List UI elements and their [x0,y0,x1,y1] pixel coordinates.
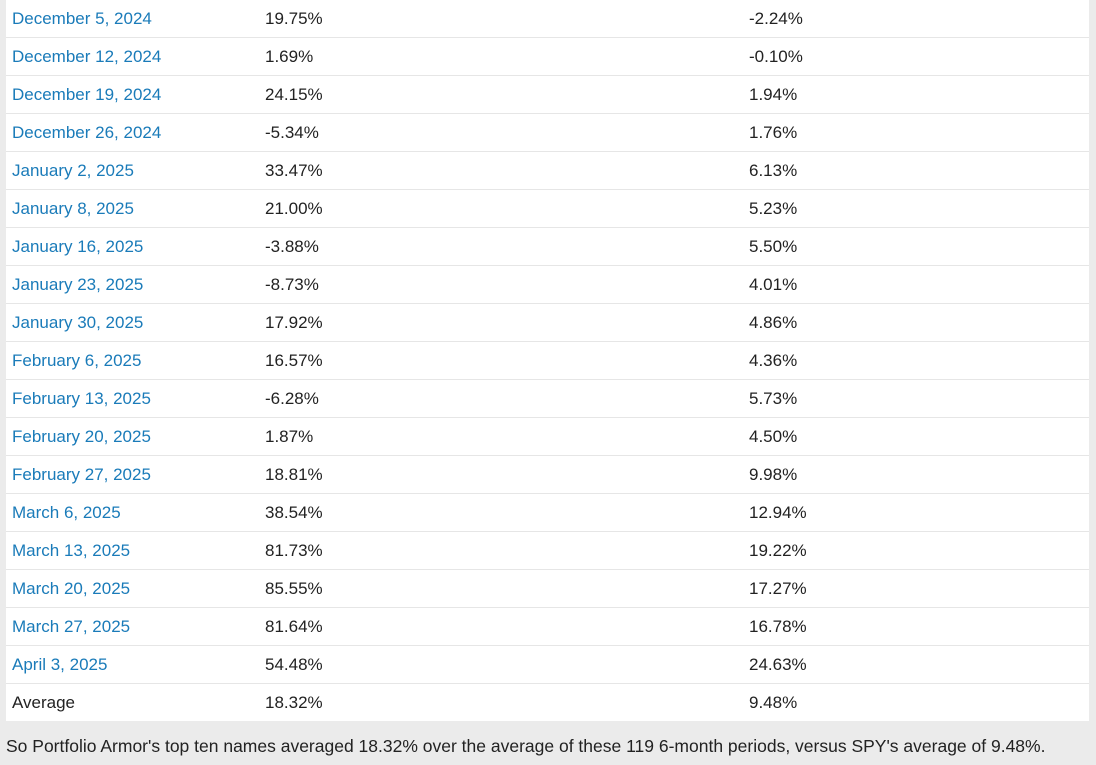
portfolio-return-cell: 16.57% [259,341,743,380]
table-row: March 13, 2025 81.73% 19.22% [6,531,1089,570]
spy-return-cell: 1.94% [743,75,1089,114]
table-row: April 3, 2025 54.48% 24.63% [6,645,1089,684]
table-row: February 20, 2025 1.87% 4.50% [6,417,1089,456]
date-cell: January 16, 2025 [6,227,259,266]
table-row: December 12, 2024 1.69% -0.10% [6,37,1089,76]
spy-return-cell: 12.94% [743,493,1089,532]
date-cell: January 8, 2025 [6,189,259,228]
date-cell: February 6, 2025 [6,341,259,380]
date-cell: February 13, 2025 [6,379,259,418]
date-cell: January 2, 2025 [6,151,259,190]
table-row: March 27, 2025 81.64% 16.78% [6,607,1089,646]
date-cell: March 13, 2025 [6,531,259,570]
date-cell: February 20, 2025 [6,417,259,456]
portfolio-return-cell: 54.48% [259,645,743,684]
date-link[interactable]: April 3, 2025 [12,654,108,674]
average-label: Average [12,692,76,712]
portfolio-return-cell: 33.47% [259,151,743,190]
spy-return-cell: 1.76% [743,113,1089,152]
spy-return-cell: 16.78% [743,607,1089,646]
date-cell: December 19, 2024 [6,75,259,114]
spy-return-cell: 9.98% [743,455,1089,494]
date-link[interactable]: February 20, 2025 [12,426,151,446]
portfolio-return-cell: 24.15% [259,75,743,114]
portfolio-return-cell: -5.34% [259,113,743,152]
returns-table: December 5, 2024 19.75% -2.24% December 12,… [6,0,1089,721]
date-link[interactable]: December 19, 2024 [12,84,162,104]
table-row: March 20, 2025 85.55% 17.27% [6,569,1089,608]
portfolio-return-cell: -3.88% [259,227,743,266]
date-cell: January 30, 2025 [6,303,259,342]
spy-return-cell: 4.36% [743,341,1089,380]
spy-return-cell: -2.24% [743,0,1089,38]
portfolio-return-cell: 1.87% [259,417,743,456]
table-row: January 23, 2025 -8.73% 4.01% [6,265,1089,304]
date-link[interactable]: December 26, 2024 [12,122,162,142]
date-link[interactable]: March 20, 2025 [12,578,131,598]
spy-return-cell: 5.73% [743,379,1089,418]
spy-return-cell: 6.13% [743,151,1089,190]
date-link[interactable]: January 8, 2025 [12,198,134,218]
table-row: December 19, 2024 24.15% 1.94% [6,75,1089,114]
portfolio-return-cell: 18.32% [265,692,323,712]
spy-return-cell: 9.48% [749,692,798,712]
spy-return-cell: 24.63% [743,645,1089,684]
date-cell: December 5, 2024 [6,0,259,38]
average-row: Average 18.32% 9.48% [6,684,1089,722]
date-link[interactable]: January 2, 2025 [12,160,134,180]
portfolio-return-cell: 21.00% [259,189,743,228]
date-link[interactable]: February 6, 2025 [12,350,142,370]
spy-return-cell: -0.10% [743,37,1089,76]
table-row: January 30, 2025 17.92% 4.86% [6,303,1089,342]
portfolio-return-cell: 81.64% [259,607,743,646]
date-cell: March 27, 2025 [6,607,259,646]
date-link[interactable]: March 27, 2025 [12,616,131,636]
portfolio-return-cell: 19.75% [259,0,743,38]
date-cell: January 23, 2025 [6,265,259,304]
summary-paragraph: So Portfolio Armor's top ten names avera… [6,736,1046,756]
spy-return-cell: 4.50% [743,417,1089,456]
returns-table-container: December 5, 2024 19.75% -2.24% December 12,… [6,0,1089,721]
spy-return-cell: 4.86% [743,303,1089,342]
spy-return-cell: 5.50% [743,227,1089,266]
date-link[interactable]: December 5, 2024 [12,8,152,28]
date-link[interactable]: February 13, 2025 [12,388,151,408]
table-row: December 26, 2024 -5.34% 1.76% [6,113,1089,152]
date-link[interactable]: March 6, 2025 [12,502,121,522]
date-cell: December 26, 2024 [6,113,259,152]
date-link[interactable]: January 16, 2025 [12,236,144,256]
table-row: January 16, 2025 -3.88% 5.50% [6,227,1089,266]
table-row: December 5, 2024 19.75% -2.24% [6,0,1089,38]
date-cell: December 12, 2024 [6,37,259,76]
date-link[interactable]: February 27, 2025 [12,464,151,484]
table-row: February 6, 2025 16.57% 4.36% [6,341,1089,380]
spy-return-cell: 4.01% [743,265,1089,304]
date-cell: Average [6,684,259,722]
portfolio-return-cell: -8.73% [259,265,743,304]
date-link[interactable]: January 23, 2025 [12,274,144,294]
date-link[interactable]: March 13, 2025 [12,540,131,560]
spy-return-cell: 5.23% [743,189,1089,228]
portfolio-return-cell: 38.54% [259,493,743,532]
date-cell: March 6, 2025 [6,493,259,532]
portfolio-return-cell: 18.81% [259,455,743,494]
date-cell: March 20, 2025 [6,569,259,608]
date-link[interactable]: January 30, 2025 [12,312,144,332]
portfolio-return-cell: 81.73% [259,531,743,570]
date-cell: April 3, 2025 [6,645,259,684]
spy-return-cell: 17.27% [743,569,1089,608]
portfolio-return-cell: 17.92% [259,303,743,342]
table-row: January 8, 2025 21.00% 5.23% [6,189,1089,228]
date-link[interactable]: December 12, 2024 [12,46,162,66]
portfolio-return-cell: 1.69% [259,37,743,76]
table-row: January 2, 2025 33.47% 6.13% [6,151,1089,190]
table-row: March 6, 2025 38.54% 12.94% [6,493,1089,532]
portfolio-return-cell: 85.55% [259,569,743,608]
spy-return-cell: 19.22% [743,531,1089,570]
returns-table-body: December 5, 2024 19.75% -2.24% December 12,… [6,0,1089,721]
date-cell: February 27, 2025 [6,455,259,494]
table-row: February 27, 2025 18.81% 9.98% [6,455,1089,494]
portfolio-return-cell: -6.28% [259,379,743,418]
table-row: February 13, 2025 -6.28% 5.73% [6,379,1089,418]
